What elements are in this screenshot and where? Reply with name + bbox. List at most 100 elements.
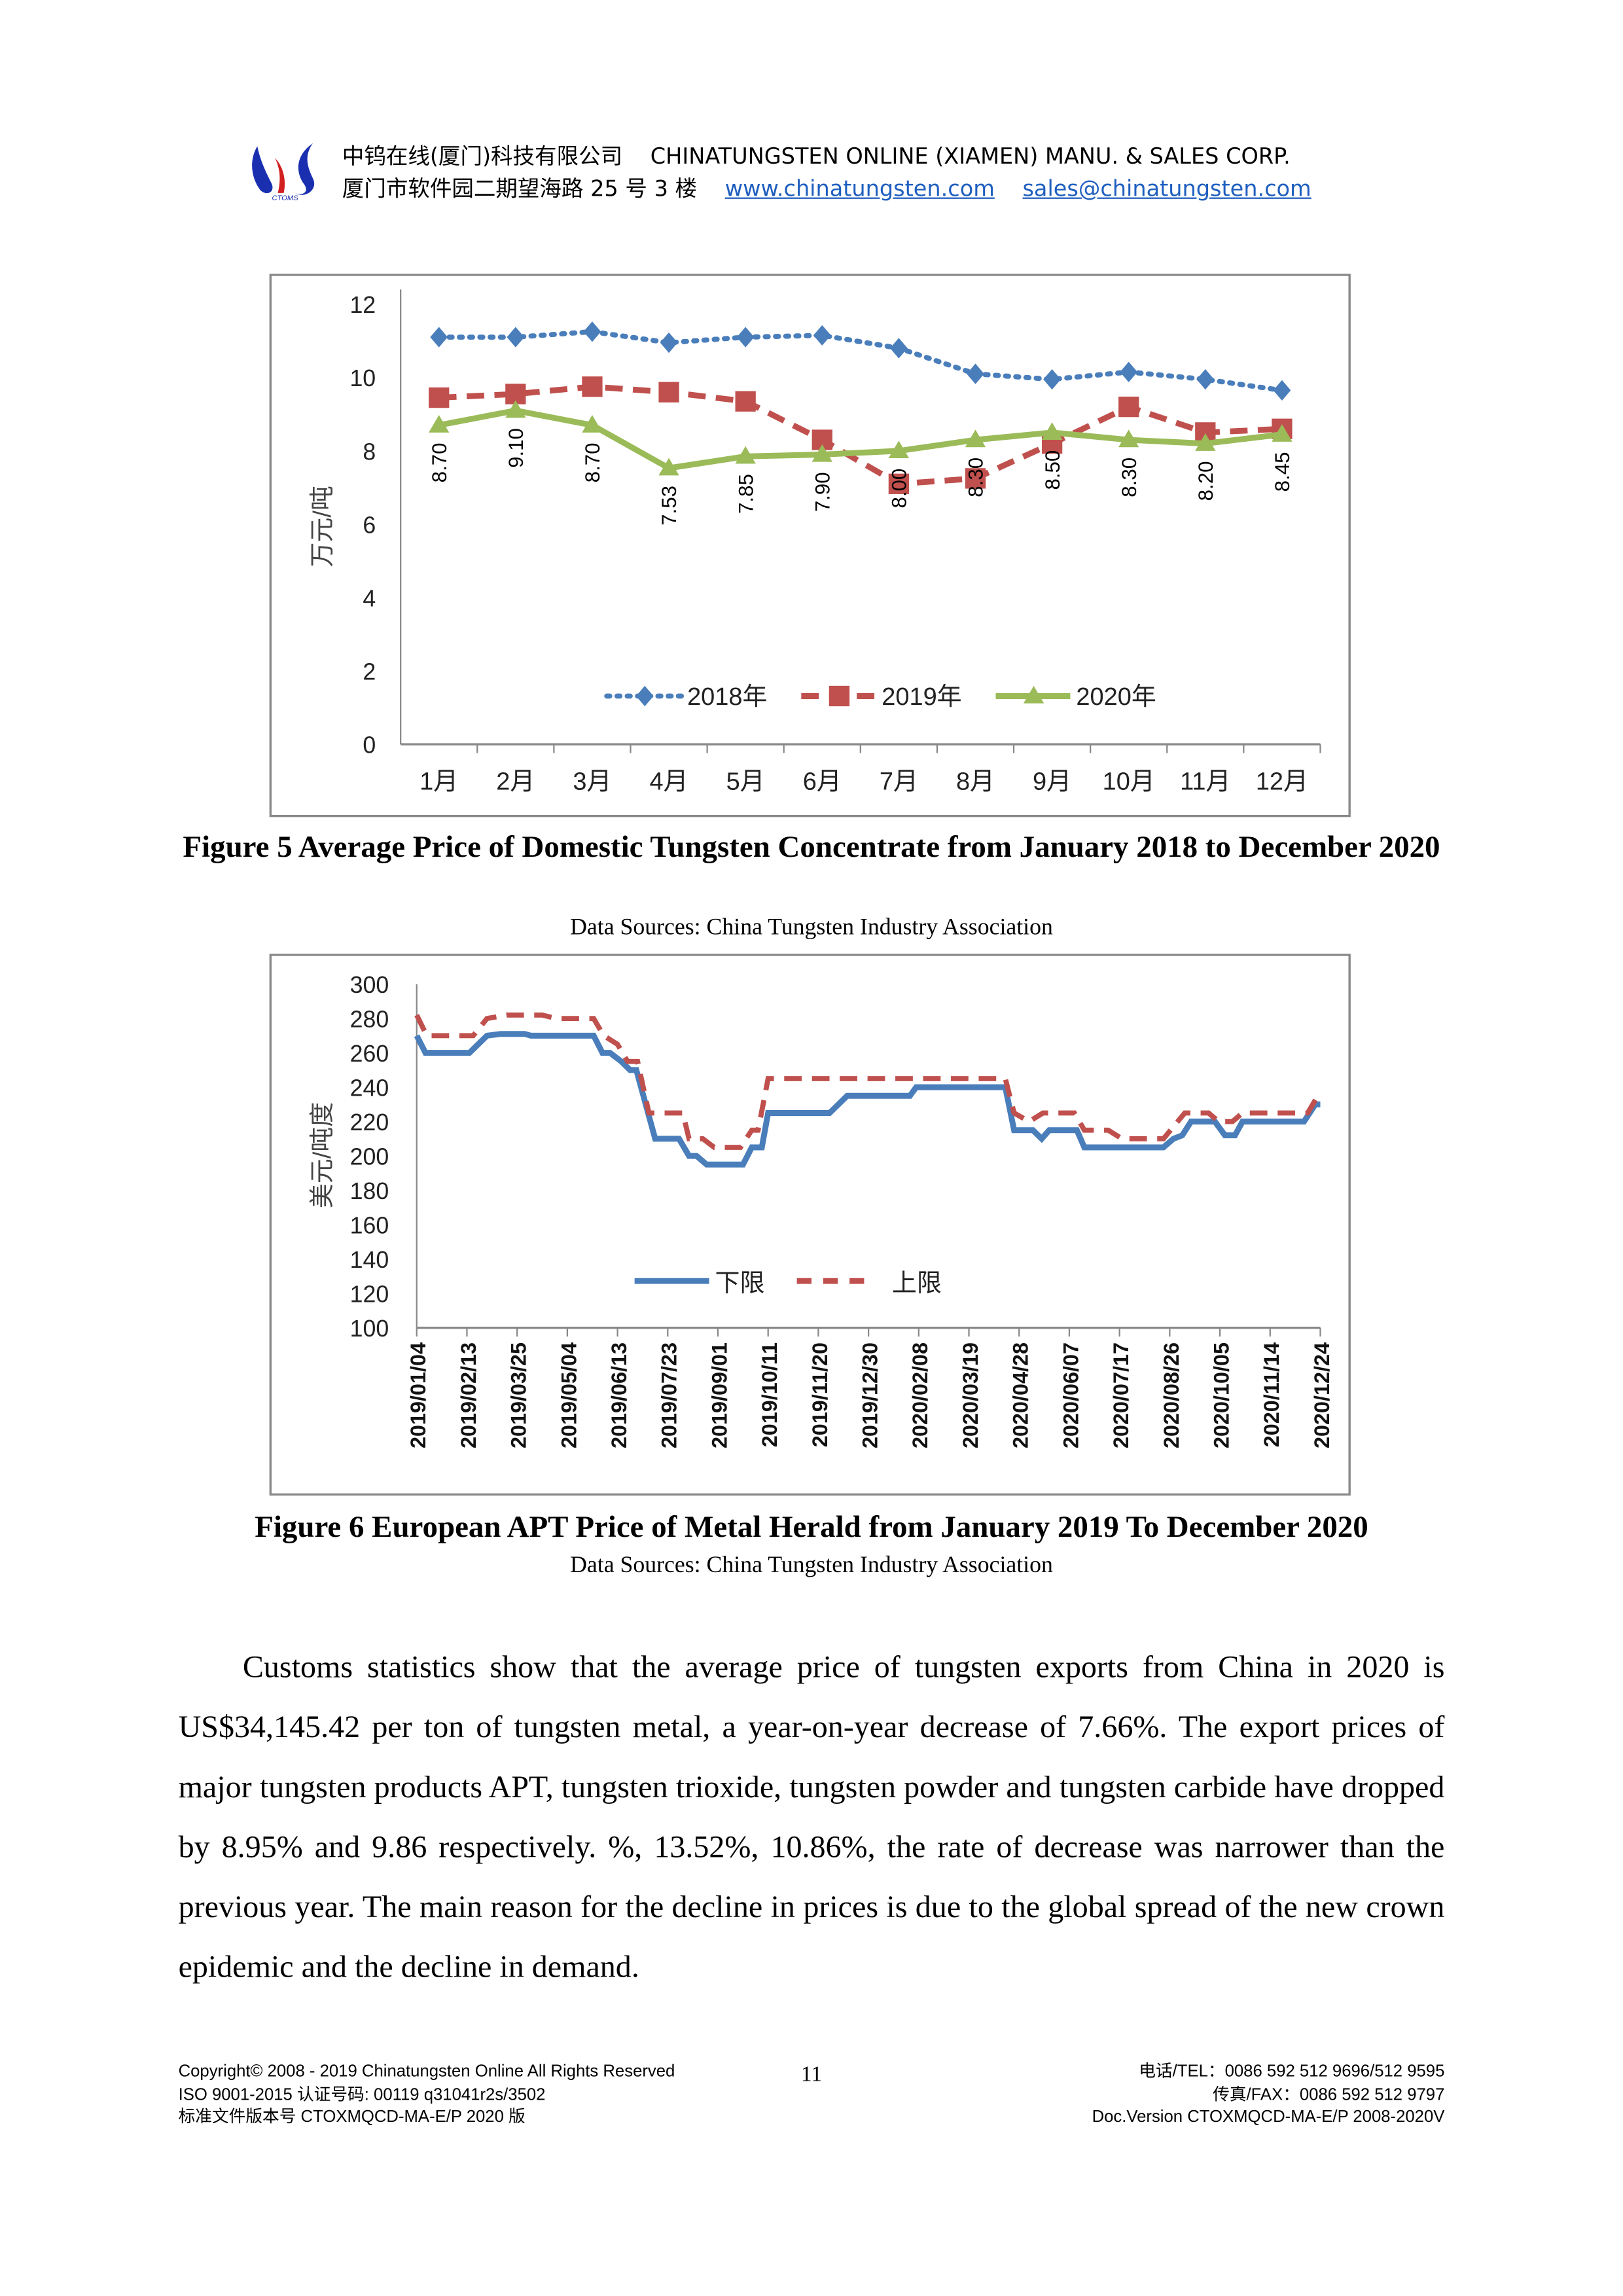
x-tick-label: 2019/03/25	[507, 1342, 531, 1448]
data-label: 7.90	[811, 472, 834, 512]
data-label: 7.53	[658, 486, 681, 526]
x-tick-label: 2019/05/04	[557, 1342, 580, 1448]
legend-label: 2020年	[1076, 683, 1156, 711]
y-tick-label: 200	[350, 1144, 389, 1170]
y-axis-label: 美元/吨度	[309, 1102, 336, 1208]
data-point-diamond	[813, 325, 831, 346]
data-point-triangle	[965, 429, 986, 448]
data-point-square	[658, 382, 679, 403]
x-tick-label: 6月	[803, 768, 842, 795]
x-tick-label: 8月	[956, 768, 995, 795]
x-tick-label: 10月	[1103, 768, 1155, 795]
data-label: 7.85	[734, 474, 757, 514]
series-line-1	[438, 384, 1283, 487]
website-link[interactable]: www.chinatungsten.com	[724, 175, 995, 202]
data-point-triangle	[812, 444, 832, 462]
data-point-triangle	[1118, 429, 1139, 448]
legend-label: 上限	[892, 1270, 942, 1297]
data-point-triangle	[1195, 433, 1216, 451]
data-point-diamond	[736, 327, 755, 348]
data-label: 8.70	[428, 442, 451, 482]
x-tick-label: 2020/07/17	[1109, 1342, 1133, 1448]
x-tick-label: 2月	[496, 768, 535, 795]
x-tick-label: 7月	[880, 768, 918, 795]
y-tick-label: 4	[363, 585, 376, 611]
footer-iso: ISO 9001-2015 认证号码: 00119 q31041r2s/3502	[178, 2086, 546, 2104]
series-line-0	[436, 329, 1285, 393]
data-point-triangle	[582, 415, 603, 433]
data-point-square	[582, 376, 603, 397]
data-point-diamond	[507, 327, 525, 348]
x-tick-label: 2019/10/11	[758, 1342, 781, 1447]
svg-text:CTOMS: CTOMS	[272, 194, 299, 202]
data-point-square	[1118, 396, 1139, 418]
figure5-source: Data Sources: China Tungsten Industry As…	[570, 915, 1053, 941]
email-link[interactable]: sales@chinatungsten.com	[1022, 175, 1311, 202]
y-tick-label: 10	[349, 365, 376, 391]
y-tick-label: 240	[350, 1075, 389, 1102]
chart-frame	[269, 274, 1351, 817]
x-tick-label: 2019/06/13	[607, 1342, 631, 1448]
x-tick-label: 3月	[573, 768, 611, 795]
footer-fax: 传真/FAX：0086 592 512 9797	[1213, 2086, 1445, 2104]
x-tick-label: 2020/10/05	[1209, 1342, 1233, 1448]
x-tick-label: 1月	[419, 768, 458, 795]
page-number: 11	[800, 2063, 823, 2087]
data-label: 9.10	[505, 428, 527, 468]
y-tick-label: 8	[363, 439, 376, 465]
chart-frame	[269, 954, 1351, 1496]
x-tick-label: 2020/11/14	[1260, 1342, 1283, 1447]
figure5-caption: Figure 5 Average Price of Domestic Tungs…	[183, 829, 1440, 865]
data-point-square	[735, 391, 756, 412]
data-label: 8.30	[1118, 457, 1141, 497]
company-address: 厦门市软件园二期望海路 25 号 3 楼	[342, 175, 698, 202]
y-tick-label: 6	[363, 512, 376, 538]
y-tick-label: 300	[350, 972, 389, 998]
data-label: 8.70	[581, 442, 604, 482]
x-tick-label: 4月	[650, 768, 688, 795]
footer-doc-version: Doc.Version CTOXMQCD-MA-E/P 2008-2020V	[1092, 2108, 1445, 2126]
x-tick-label: 2019/07/23	[658, 1342, 681, 1448]
y-tick-label: 120	[350, 1282, 389, 1308]
x-tick-label: 12月	[1256, 768, 1308, 795]
figure6-source: Data Sources: China Tungsten Industry As…	[570, 1552, 1053, 1578]
legend-marker	[829, 685, 850, 707]
x-tick-label: 9月	[1033, 768, 1071, 795]
legend-label: 下限	[715, 1270, 765, 1297]
x-tick-label: 2020/06/07	[1059, 1342, 1082, 1448]
data-label: 8.30	[965, 457, 988, 497]
footer-std-version: 标准文件版本号 CTOXMQCD-MA-E/P 2020 版	[178, 2108, 526, 2126]
data-point-square	[965, 468, 986, 489]
y-tick-label: 260	[350, 1041, 389, 1067]
y-tick-label: 180	[350, 1178, 389, 1204]
y-tick-label: 0	[363, 732, 376, 759]
series-line-0	[414, 1031, 1321, 1168]
data-point-triangle	[735, 446, 756, 464]
footer-copyright: Copyright© 2008 - 2019 Chinatungsten Onl…	[178, 2063, 675, 2081]
y-tick-label: 12	[349, 292, 376, 318]
data-point-triangle	[505, 400, 526, 418]
x-tick-label: 2020/12/24	[1310, 1342, 1334, 1448]
x-tick-label: 2019/01/04	[406, 1342, 430, 1448]
data-point-square	[888, 473, 910, 494]
series-line-2	[438, 407, 1283, 471]
data-point-diamond	[967, 363, 984, 384]
data-label: 8.20	[1194, 461, 1217, 501]
data-point-triangle	[1041, 422, 1063, 440]
company-name-en: CHINATUNGSTEN ONLINE (XIAMEN) MANU. & SA…	[650, 143, 1291, 170]
y-tick-label: 100	[350, 1316, 389, 1342]
company-name-cn: 中钨在线(厦门)科技有限公司	[342, 143, 623, 170]
footer-tel: 电话/TEL：0086 592 512 9696/512 9595	[1139, 2063, 1445, 2081]
data-point-triangle	[658, 457, 679, 476]
data-label: 8.50	[1041, 450, 1064, 490]
ctoms-logo: CTOMS	[252, 143, 315, 202]
y-tick-label: 2	[363, 659, 376, 685]
x-tick-label: 11月	[1180, 768, 1230, 795]
x-tick-label: 2019/09/01	[707, 1342, 731, 1448]
y-tick-label: 280	[350, 1007, 389, 1033]
data-point-triangle	[429, 415, 450, 433]
x-tick-label: 2020/02/08	[908, 1342, 932, 1448]
series-line-1	[414, 1012, 1321, 1150]
legend-marker	[1023, 685, 1044, 704]
